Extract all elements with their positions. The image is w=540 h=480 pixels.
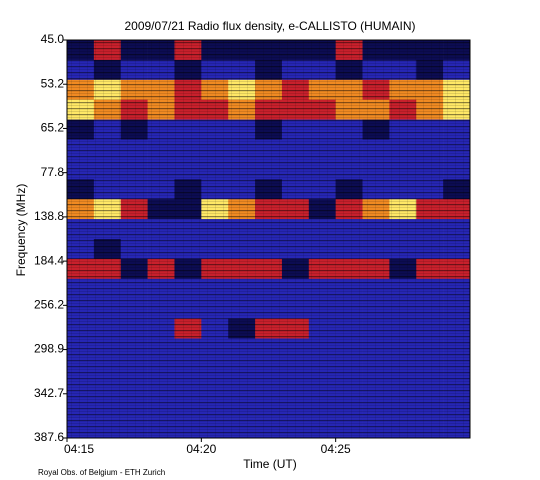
y-axis-label: Frequency (MHz) (14, 184, 28, 277)
y-tick-label: 184.4 (34, 253, 64, 267)
footer: Royal Obs. of Belgium - ETH Zurich (38, 468, 165, 477)
x-axis-label: Time (UT) (243, 457, 297, 471)
y-tick-label: 342.7 (34, 386, 64, 400)
chart-title: 2009/07/21 Radio flux density, e-CALLIST… (124, 19, 415, 33)
y-tick-label: 45.0 (41, 32, 65, 46)
x-tick-label: 04:15 (64, 442, 94, 456)
x-tick-label: 04:25 (321, 442, 351, 456)
y-tick-label: 65.2 (41, 121, 65, 135)
y-tick-label: 387.6 (34, 430, 64, 444)
plot-frame (66, 39, 471, 439)
texture (67, 40, 470, 438)
y-tick-label: 298.9 (34, 342, 64, 356)
y-tick-label: 77.8 (41, 165, 65, 179)
y-tick-label: 256.2 (34, 298, 64, 312)
y-tick-label: 138.8 (34, 209, 64, 223)
y-tick-label: 53.2 (41, 76, 65, 90)
x-tick-label: 04:20 (186, 442, 216, 456)
